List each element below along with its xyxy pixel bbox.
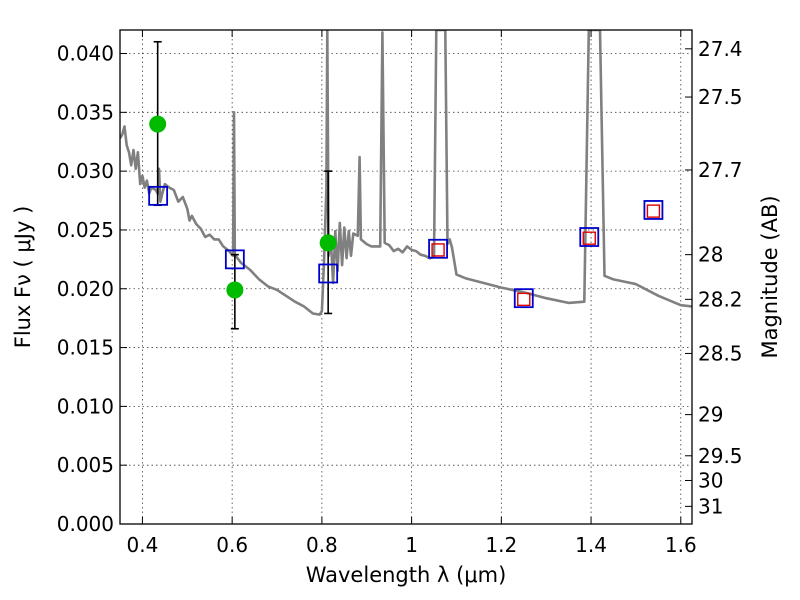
model-band-square [513,288,534,309]
y-tick-label: 0.040 [57,42,114,66]
x-tick-label: 0.6 [216,533,248,557]
observed-point [319,234,337,252]
y-right-tick-label: 30 [698,468,723,492]
y-tick-label: 0.000 [57,512,114,536]
model-band-square [224,249,245,270]
model-band-square [318,263,339,284]
x-tick-label: 1.2 [485,533,517,557]
x-tick-label: 1.4 [575,533,607,557]
observed-point [226,281,244,299]
y-tick-label: 0.015 [57,336,114,360]
x-axis-label: Wavelength λ (μm) [306,563,507,587]
model-band-square [643,200,664,220]
model-band-square [148,185,169,206]
y-right-tick-label: 28.2 [698,287,743,311]
x-tick-label: 0.8 [306,533,338,557]
y-tick-label: 0.025 [57,218,114,242]
y-right-tick-label: 31 [698,494,723,518]
y-right-tick-label: 28.5 [698,341,743,365]
y-tick-label: 0.030 [57,159,114,183]
axes-ticks: 0.4 0.6 0.8 1 1.2 1.4 1.6 0.000 0.005 0.010 0.015 0… [57,30,743,557]
y-right-tick-label: 27.5 [698,85,743,109]
y-right-tick-label: 29.5 [698,444,743,468]
x-tick-label: 1.6 [665,533,697,557]
observed-point [149,115,167,133]
x-tick-label: 0.4 [127,533,159,557]
model-band-inner-square [582,231,596,245]
model-band-inner-square [431,243,445,257]
y-right-tick-label: 28 [698,243,723,267]
plot-frame [119,29,693,525]
model-band-inner-square [517,292,531,307]
y-right-tick-label: 27.7 [698,158,743,182]
axes-labels: Wavelength λ (μm) Flux Fν ( μJy ) Magnit… [11,195,782,587]
y-axis-label: Flux Fν ( μJy ) [11,206,35,349]
plot-area [120,30,692,330]
x-tick-label: 1 [405,533,418,557]
model-band-square [428,238,448,259]
y-tick-label: 0.010 [57,394,114,418]
y-tick-label: 0.020 [57,277,114,301]
model-band-inner-square [646,204,661,218]
model-band-square [579,227,600,247]
y-tick-label: 0.005 [57,453,114,477]
y-right-tick-label: 27.4 [698,37,743,61]
y-axis-right-label: Magnitude (AB) [758,195,782,358]
y-tick-label: 0.035 [57,100,114,124]
y-right-tick-label: 29 [698,403,723,427]
